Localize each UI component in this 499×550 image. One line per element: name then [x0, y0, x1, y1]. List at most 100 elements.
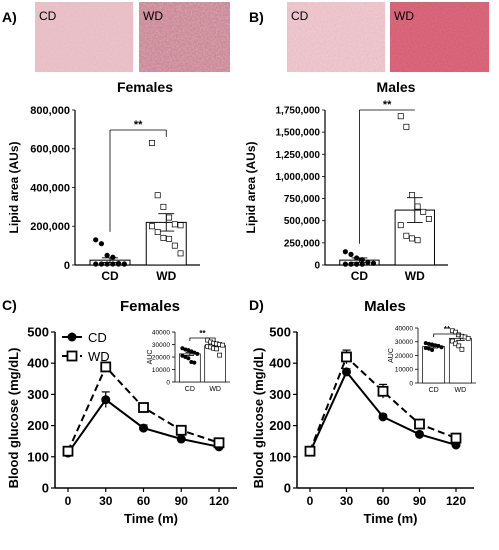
- x-tick-label: 90: [175, 494, 189, 508]
- y-tick-label: 300: [269, 387, 291, 402]
- data-point-wd: [217, 352, 222, 358]
- data-point-cd: [180, 346, 185, 351]
- data-point-cd: [176, 434, 186, 444]
- y-tick-label: 500: [269, 325, 291, 340]
- data-point-cd: [183, 355, 188, 359]
- y-tick-label: 0: [42, 481, 49, 496]
- image-label-wd: WD: [143, 9, 163, 23]
- data-point-wd: [171, 221, 178, 228]
- y-tick-label: 40000: [395, 325, 413, 332]
- data-point-wd: [465, 335, 471, 341]
- data-point-wd: [414, 203, 421, 210]
- chart-title: Females: [117, 79, 173, 95]
- y-tick-label: 300: [27, 387, 49, 402]
- y-axis-label: Blood glucose (mg/dL): [6, 348, 21, 489]
- data-point-wd: [149, 139, 155, 146]
- data-point-wd: [377, 385, 389, 397]
- data-point-wd: [160, 234, 167, 241]
- y-tick-label: 30000: [152, 342, 170, 349]
- data-point-cd: [430, 348, 435, 352]
- data-point-wd: [177, 250, 184, 257]
- data-point-wd: [403, 232, 410, 239]
- x-tick-label: CD: [429, 387, 439, 394]
- data-point-cd: [101, 395, 111, 405]
- y-tick-label: 1,000,000: [276, 172, 321, 183]
- data-point-cd: [426, 341, 431, 346]
- x-tick-label: CD: [185, 386, 195, 393]
- data-point-cd: [342, 261, 348, 267]
- data-point-cd: [98, 261, 105, 267]
- image-label-cd: CD: [39, 9, 57, 23]
- x-axis-label: Time (m): [124, 511, 178, 526]
- data-point-wd: [304, 445, 316, 457]
- data-point-wd: [100, 361, 112, 373]
- data-point-cd: [139, 423, 148, 433]
- significance-label: **: [383, 99, 392, 111]
- data-point-cd: [365, 259, 371, 265]
- data-point-wd: [62, 445, 74, 457]
- y-axis-label: Blood glucose (mg/dL): [251, 348, 266, 489]
- x-tick-label: WD: [209, 386, 221, 393]
- data-point-wd: [456, 343, 462, 349]
- panel-d-label: D): [249, 297, 264, 313]
- y-tick-label: 30000: [395, 339, 413, 346]
- significance-label: **: [444, 325, 451, 334]
- data-point-wd: [214, 346, 219, 352]
- data-point-wd: [459, 346, 465, 352]
- data-point-cd: [342, 249, 348, 255]
- y-tick-label: 1,750,000: [276, 106, 321, 117]
- data-point-cd: [342, 367, 351, 377]
- significance-bracket: [433, 333, 461, 337]
- x-tick-label: WD: [156, 269, 176, 283]
- x-tick-label: 0: [65, 494, 72, 508]
- panel-b-images: B) CD WD: [249, 2, 489, 72]
- y-tick-label: 200: [27, 418, 49, 433]
- y-tick-label: 0: [284, 481, 291, 496]
- data-point-cd: [189, 360, 194, 364]
- x-tick-label: 90: [413, 494, 427, 508]
- y-tick-label: 10000: [152, 367, 170, 374]
- data-point-cd: [415, 429, 424, 439]
- x-tick-label: 30: [340, 494, 354, 508]
- y-tick-label: 20000: [152, 354, 170, 361]
- x-tick-label: CD: [351, 269, 369, 283]
- y-axis-label: Lipid area (AUs): [244, 141, 258, 233]
- data-point-cd: [370, 260, 377, 266]
- significance-bracket: [189, 337, 216, 341]
- data-point-cd: [433, 343, 438, 348]
- y-tick-label: 0: [64, 260, 70, 272]
- x-axis-label: Time (m): [364, 511, 418, 526]
- data-point-cd: [192, 350, 197, 355]
- data-point-wd: [166, 214, 173, 221]
- x-tick-label: WD: [455, 387, 467, 394]
- y-tick-label: 0: [314, 261, 320, 272]
- data-point-wd: [414, 237, 421, 244]
- data-point-cd: [115, 261, 122, 267]
- bar-cd: [422, 346, 446, 384]
- x-tick-label: 30: [99, 494, 113, 508]
- males-lipid-chart: Males 0 250,000 500,000 750,000 1,000,000 1,25…: [244, 79, 448, 283]
- legend-label-cd: CD: [88, 330, 107, 345]
- data-point-wd: [450, 338, 455, 344]
- data-point-wd: [154, 229, 161, 236]
- data-point-cd: [104, 261, 110, 267]
- data-point-wd: [213, 437, 225, 449]
- histology-texture: [287, 2, 385, 72]
- data-point-cd: [359, 261, 365, 267]
- data-point-cd: [93, 261, 99, 267]
- y-tick-label: 400: [27, 356, 49, 371]
- y-axis-label: AUC: [388, 348, 395, 363]
- data-point-cd: [93, 237, 99, 243]
- y-tick-label: 200: [269, 418, 291, 433]
- chart-title: Females: [120, 298, 180, 315]
- data-point-wd: [425, 215, 432, 222]
- data-point-cd: [98, 241, 105, 247]
- data-point-wd: [397, 222, 404, 229]
- data-point-cd: [359, 257, 365, 263]
- legend-label-wd: WD: [88, 349, 110, 364]
- y-tick-label: 100: [269, 449, 291, 464]
- x-tick-label: CD: [101, 269, 119, 283]
- significance-label: **: [199, 329, 206, 338]
- females-auc-chart: 0 10000 20000 30000 40000 AUC CD WD **: [147, 329, 230, 393]
